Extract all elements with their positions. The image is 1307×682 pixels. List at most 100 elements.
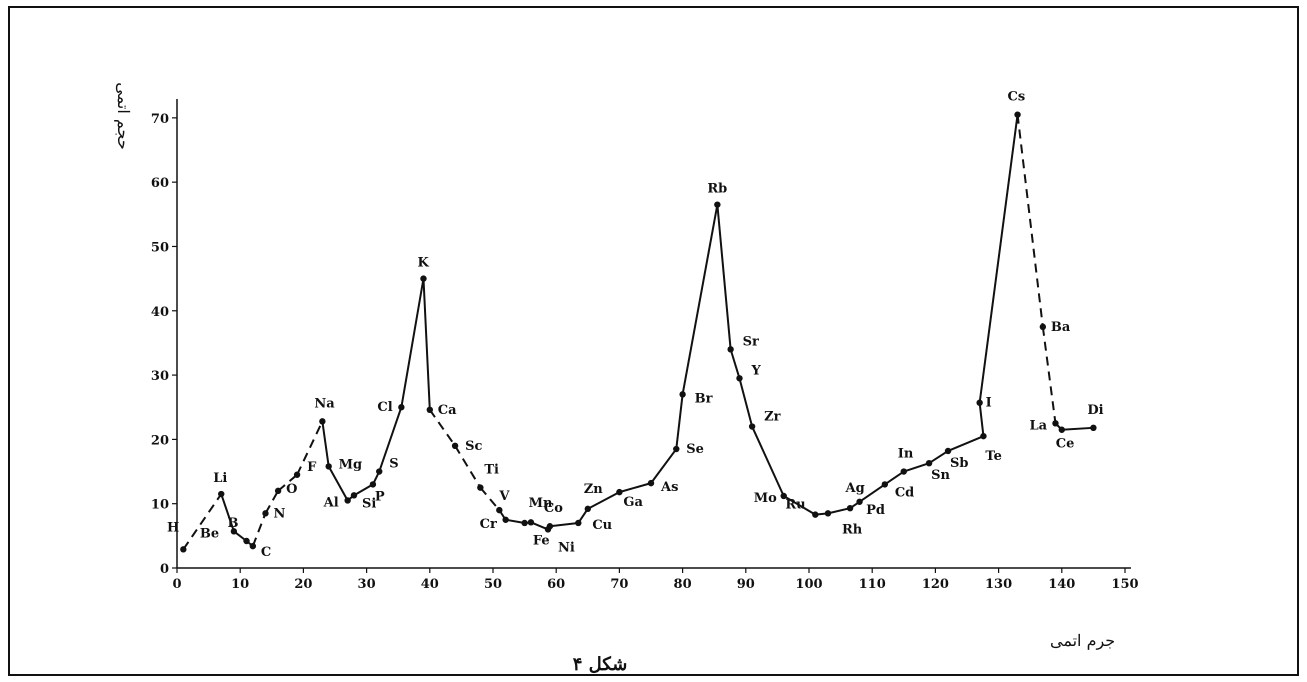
series-segment: [505, 518, 525, 524]
data-point-ca: [426, 406, 433, 414]
figure-frame: 0 10 20 30 40 50 60 70 80 90 100 110 120 130 140 150 0 10…: [8, 6, 1299, 676]
element-label-al: Al: [323, 495, 339, 510]
atomic-volume-chart: 0 10 20 30 40 50 60 70 80 90 100 110 120 130 140 150 0 10…: [114, 82, 1139, 674]
element-label-p: P: [375, 489, 385, 504]
element-label-as: As: [660, 480, 678, 495]
element-label-rh: Rh: [842, 522, 863, 537]
series-lines: [182, 114, 1094, 550]
x-tick-label: 100: [795, 577, 822, 592]
element-label-ga: Ga: [623, 495, 643, 510]
data-point-al: [344, 497, 351, 504]
element-label-cd: Cd: [895, 485, 914, 500]
series-segment: [738, 378, 754, 427]
data-point-o: [274, 487, 282, 495]
series-segment: [729, 349, 741, 379]
series-segment: [549, 521, 579, 528]
series-segment: [296, 420, 324, 476]
series-segment: [1061, 426, 1094, 431]
data-point-sc: [451, 442, 459, 450]
series-segment: [428, 409, 456, 447]
element-label-ca: Ca: [438, 403, 457, 418]
figure-caption: شکل ۴: [573, 654, 628, 674]
data-point-mo: [780, 492, 787, 500]
data-point-rh: [824, 510, 832, 517]
element-label-ti: Ti: [484, 463, 499, 478]
element-label-b: B: [228, 516, 239, 531]
element-label-k: K: [417, 256, 429, 271]
data-point-b: [243, 537, 250, 545]
y-tick-label: 40: [151, 305, 169, 320]
data-point-as: [647, 479, 655, 487]
data-point-cs: [1014, 111, 1021, 118]
x-tick-label: 90: [737, 577, 755, 592]
series-segment: [650, 448, 678, 484]
x-tick-label: 150: [1111, 577, 1138, 592]
data-points: [180, 111, 1097, 553]
element-label-mo: Mo: [754, 491, 777, 506]
element-label-cs: Cs: [1008, 90, 1026, 105]
series-segment: [353, 483, 374, 497]
series-segment: [1016, 114, 1044, 327]
element-label-f: F: [307, 460, 317, 475]
series-segment: [675, 394, 684, 450]
series-segment: [783, 495, 816, 516]
element-label-rb: Rb: [707, 182, 727, 197]
element-label-na: Na: [314, 396, 335, 411]
data-point-zr: [748, 423, 756, 430]
element-label-te: Te: [985, 449, 1001, 464]
series-segment: [220, 493, 235, 532]
element-label-s: S: [389, 457, 398, 472]
data-point-in: [900, 468, 907, 475]
series-segment: [264, 490, 279, 514]
series-segment: [479, 486, 501, 511]
data-point-sb: [944, 447, 952, 455]
x-axis-title: جرم اتمی: [1050, 631, 1115, 650]
element-label-ru: Ru: [785, 498, 805, 513]
data-point-f: [293, 471, 301, 478]
element-label-si: Si: [362, 496, 376, 511]
series-segment: [182, 493, 223, 550]
series-segment: [903, 462, 930, 473]
series-segment: [422, 278, 431, 410]
x-tick-label: 140: [1048, 577, 1075, 592]
series-segment: [251, 512, 267, 547]
series-segment: [978, 114, 1019, 403]
element-label-ba: Ba: [1051, 320, 1071, 335]
data-point-mg: [325, 463, 332, 470]
element-label-v: V: [498, 489, 510, 504]
element-label-sb: Sb: [950, 456, 968, 471]
element-label-zn: Zn: [584, 482, 603, 497]
element-label-i: I: [986, 396, 992, 411]
series-segment: [928, 450, 949, 465]
element-label-ag: Ag: [845, 481, 865, 496]
data-point-pd: [846, 504, 854, 512]
series-segment: [858, 483, 886, 503]
element-label-ni: Ni: [558, 540, 575, 555]
data-point-h: [180, 546, 187, 553]
element-label-n: N: [273, 506, 285, 521]
data-point-i: [976, 399, 983, 406]
y-tick-label: 10: [151, 498, 169, 513]
data-point-se: [673, 445, 680, 453]
data-point-cd: [881, 481, 889, 488]
x-tick-label: 130: [985, 577, 1012, 592]
series-segment: [619, 482, 652, 494]
series-segment: [947, 435, 984, 452]
series-segment: [716, 204, 732, 350]
element-label-br: Br: [695, 391, 713, 406]
x-tick-label: 80: [674, 577, 692, 592]
x-tick-label: 110: [859, 577, 886, 592]
data-point-cu: [575, 519, 582, 527]
data-point-v: [496, 506, 503, 514]
data-point-rb: [714, 201, 721, 208]
element-label-cl: Cl: [377, 400, 392, 415]
element-label-mg: Mg: [339, 457, 362, 472]
series-segment: [978, 402, 985, 437]
x-tick-label: 10: [231, 577, 249, 592]
data-point-ti: [477, 484, 484, 491]
y-tick-label: 70: [151, 112, 169, 127]
x-tick-label: 120: [922, 577, 949, 592]
element-label-o: O: [286, 482, 297, 497]
data-point-cr: [502, 516, 509, 523]
